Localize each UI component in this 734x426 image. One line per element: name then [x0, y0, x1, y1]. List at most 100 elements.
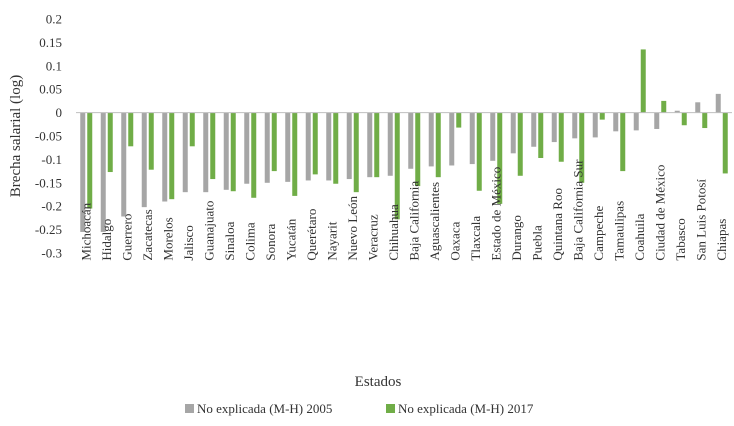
x-tick-label: Morelos: [160, 217, 175, 260]
x-tick-label: Chiapas: [714, 219, 729, 261]
bar-2005-18: [449, 112, 455, 166]
x-tick-label: Michoacán: [78, 202, 93, 260]
bar-2017-30: [702, 112, 708, 129]
x-tick-label: Quintana Roo: [550, 188, 565, 261]
bar-2017-2: [128, 112, 134, 147]
bar-2017-27: [640, 49, 646, 113]
bar-2005-30: [695, 102, 701, 113]
y-tick-label: -0.3: [41, 246, 62, 261]
bar-2017-18: [456, 112, 462, 128]
bar-2017-4: [169, 112, 175, 200]
bar-2017-5: [189, 112, 195, 147]
x-axis-title: Estados: [355, 374, 402, 390]
x-tick-label: Sonora: [263, 224, 278, 261]
bar-2017-9: [271, 112, 277, 172]
bar-2017-20: [497, 112, 503, 204]
y-axis-title: Brecha salarial (log): [8, 75, 24, 197]
x-tick-label: Veracruz: [365, 214, 380, 260]
x-tick-label: Durango: [509, 215, 524, 261]
x-axis-ticks: Michoacán Hidalgo Guerrero Zacatecas Morelos…: [78, 159, 729, 261]
bar-2017-11: [312, 112, 318, 175]
bar-2005-16: [408, 112, 414, 169]
bar-2005-2: [121, 112, 127, 217]
y-tick-label: 0: [56, 105, 63, 120]
legend: No explicada (M-H) 2005 No explicada (M-…: [185, 401, 534, 416]
bar-2005-15: [387, 112, 393, 176]
bar-2017-26: [620, 112, 626, 172]
bar-2005-9: [264, 112, 270, 183]
y-tick-label: -0.05: [35, 129, 62, 144]
x-tick-label: Baja California: [406, 181, 421, 261]
x-tick-label: Puebla: [529, 225, 544, 261]
bar-2005-4: [162, 112, 168, 202]
bar-2017-3: [148, 112, 154, 170]
bar-2005-22: [531, 112, 537, 147]
bar-2017-25: [599, 112, 605, 120]
bar-2005-20: [490, 112, 496, 161]
legend-swatch-2017: [386, 404, 395, 413]
x-tick-label: Nuevo León: [345, 195, 360, 260]
bar-2017-8: [251, 112, 257, 198]
x-tick-label: Colima: [242, 222, 257, 261]
bar-2017-10: [292, 112, 298, 196]
bar-2005-19: [469, 112, 475, 165]
bar-2017-22: [538, 112, 544, 158]
bar-2017-17: [435, 112, 441, 178]
bar-2005-7: [223, 112, 229, 190]
x-tick-label: Aguascalientes: [427, 182, 442, 261]
bar-2017-7: [230, 112, 236, 192]
x-tick-label: Baja California Sur: [570, 159, 585, 261]
x-tick-label: Tamaulipas: [611, 201, 626, 261]
y-tick-label: -0.15: [35, 175, 62, 190]
bar-2005-0: [80, 112, 86, 232]
bar-2017-6: [210, 112, 216, 180]
y-axis-ticks: 0.2 0.15 0.1 0.05 0 -0.05 -0.1 -0.15 -0.2 -0.25 -0…: [35, 12, 62, 261]
x-tick-label: Estado de México: [488, 167, 503, 261]
y-tick-label: -0.2: [41, 199, 62, 214]
x-tick-label: Yucatán: [283, 218, 298, 260]
bar-2005-8: [244, 112, 250, 184]
bar-2005-26: [613, 112, 619, 132]
bar-2017-19: [476, 112, 482, 191]
bar-2017-15: [394, 112, 400, 220]
bar-2017-23: [558, 112, 564, 162]
x-tick-label: Querétaro: [304, 209, 319, 261]
bar-2005-1: [100, 112, 106, 232]
bar-2017-14: [374, 112, 380, 178]
y-tick-label: 0.05: [39, 82, 62, 97]
bar-2005-21: [510, 112, 516, 154]
bar-2005-28: [654, 112, 660, 129]
bar-2017-31: [722, 112, 728, 174]
x-tick-label: Guanajuato: [201, 201, 216, 261]
x-tick-label: Guerrero: [119, 214, 134, 261]
legend-label-2005: No explicada (M-H) 2005: [197, 401, 332, 416]
bar-2005-6: [203, 112, 209, 193]
y-tick-label: 0.1: [46, 58, 62, 73]
bar-2017-24: [579, 112, 585, 183]
bar-2017-28: [661, 100, 667, 113]
y-tick-label: 0.2: [46, 12, 62, 27]
x-tick-label: Sinaloa: [222, 221, 237, 260]
x-tick-label: Ciudad de México: [652, 165, 667, 261]
bar-2017-16: [415, 112, 421, 187]
bar-2005-13: [346, 112, 352, 180]
bars-layer: [80, 49, 728, 232]
legend-swatch-2005: [185, 404, 194, 413]
bar-2017-0: [87, 112, 93, 209]
bar-2017-1: [107, 112, 113, 173]
bar-2005-17: [428, 112, 434, 167]
x-tick-label: Hidalgo: [99, 219, 114, 261]
legend-label-2017: No explicada (M-H) 2017: [398, 401, 534, 416]
bar-2005-27: [633, 112, 639, 131]
bar-2005-12: [326, 112, 332, 181]
bar-2005-11: [305, 112, 311, 181]
x-tick-label: Tlaxcala: [468, 216, 483, 261]
bar-2005-23: [551, 112, 557, 143]
bar-2005-5: [182, 112, 188, 193]
bar-2017-13: [353, 112, 359, 193]
bar-2017-21: [517, 112, 523, 176]
bar-2005-29: [674, 110, 680, 113]
bar-2017-29: [681, 112, 687, 126]
bar-2005-10: [285, 112, 291, 182]
